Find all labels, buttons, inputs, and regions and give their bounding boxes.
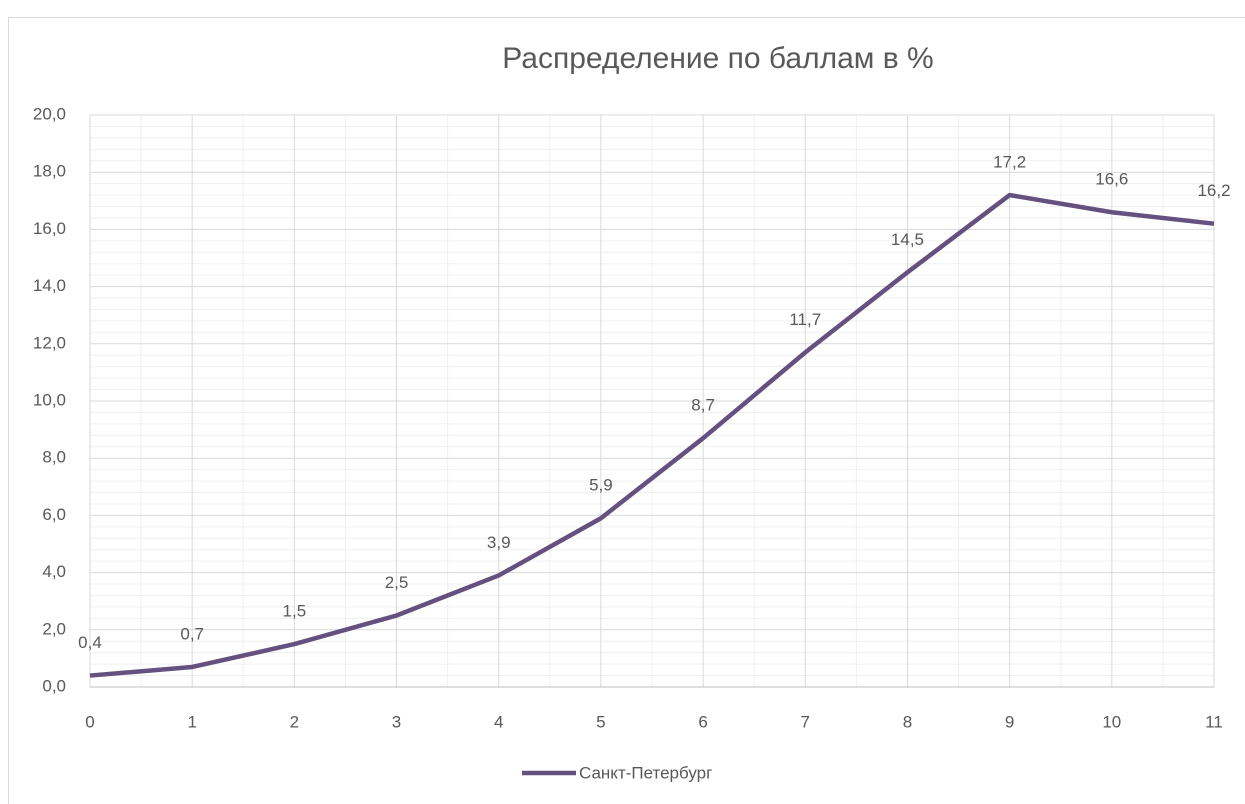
- x-tick-label: 0: [85, 712, 94, 731]
- x-tick-label: 5: [596, 712, 605, 731]
- y-tick-label: 6,0: [42, 505, 66, 524]
- data-label: 16,6: [1095, 170, 1128, 189]
- data-label: 17,2: [993, 153, 1026, 172]
- y-tick-label: 14,0: [33, 276, 66, 295]
- x-tick-label: 4: [494, 712, 503, 731]
- y-tick-label: 8,0: [42, 448, 66, 467]
- data-label: 14,5: [891, 230, 924, 249]
- data-label: 16,2: [1197, 181, 1230, 200]
- data-label: 0,4: [78, 633, 102, 652]
- x-tick-label: 2: [290, 712, 299, 731]
- data-label: 1,5: [283, 602, 307, 621]
- data-label: 3,9: [487, 533, 511, 552]
- x-tick-label: 11: [1205, 712, 1223, 731]
- y-tick-label: 18,0: [33, 162, 66, 181]
- data-label: 0,7: [180, 624, 204, 643]
- x-tick-label: 6: [698, 712, 707, 731]
- x-tick-label: 10: [1102, 712, 1121, 731]
- data-label: 2,5: [385, 573, 409, 592]
- y-tick-label: 12,0: [33, 333, 66, 352]
- y-tick-label: 16,0: [33, 219, 66, 238]
- data-line: [89, 192, 1215, 678]
- y-tick-label: 4,0: [42, 562, 66, 581]
- y-tick-label: 10,0: [33, 390, 66, 409]
- chart-title: Распределение по баллам в %: [502, 42, 933, 75]
- data-label: 11,7: [789, 310, 821, 329]
- chart-frame: [8, 17, 1245, 804]
- x-tick-label: 7: [801, 712, 810, 731]
- x-tick-label: 1: [187, 712, 196, 731]
- y-tick-label: 2,0: [42, 619, 66, 638]
- x-tick-label: 3: [392, 712, 401, 731]
- x-tick-label: 9: [1005, 712, 1014, 731]
- y-tick-label: 0,0: [42, 676, 66, 695]
- data-label: 8,7: [691, 396, 715, 415]
- x-tick-label: 8: [903, 712, 912, 731]
- y-tick-label: 20,0: [33, 104, 66, 123]
- legend-label: Санкт-Петербург: [579, 763, 712, 782]
- data-label: 5,9: [589, 476, 613, 495]
